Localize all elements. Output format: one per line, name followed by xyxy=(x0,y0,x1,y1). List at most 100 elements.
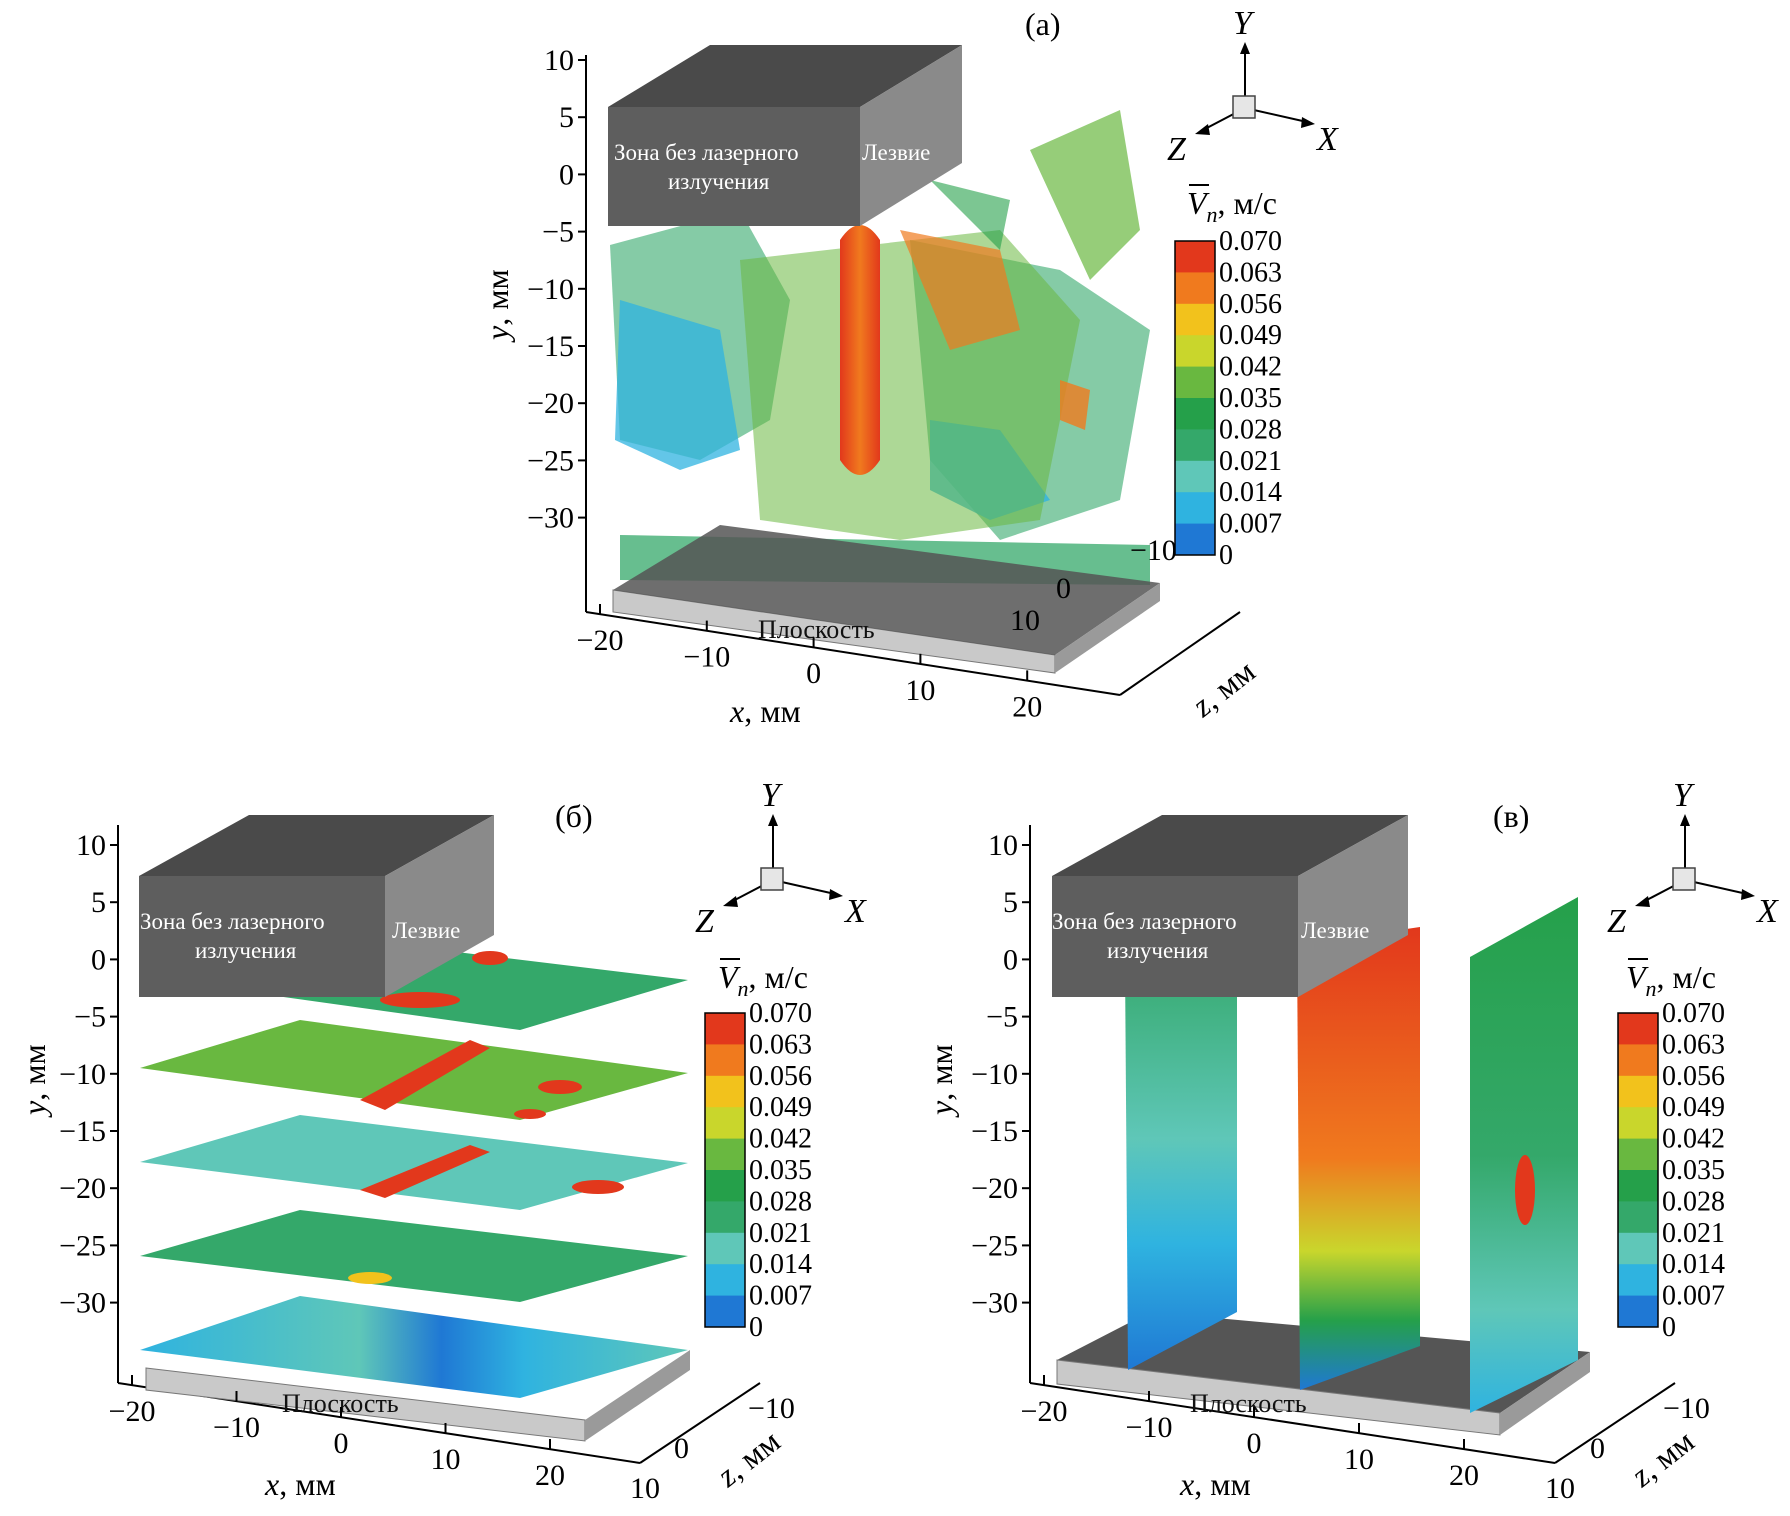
colorbar-tick-label: 0.056 xyxy=(1219,289,1282,320)
panel-a-colorbar: 0.0700.0630.0560.0490.0420.0350.0280.021… xyxy=(1174,226,1282,571)
panel-c-z-ticks: −10 0 10 xyxy=(1545,1392,1710,1505)
panel-a-box-label-2: излучения xyxy=(668,169,770,194)
panel-a-y-axis-label: y, мм xyxy=(479,269,515,343)
svg-text:z, мм: z, мм xyxy=(1623,1423,1700,1494)
panel-b-cb-sub: n xyxy=(738,976,749,1001)
x-tick-label: 20 xyxy=(535,1459,565,1492)
colorbar-swatch xyxy=(1618,1075,1658,1108)
panel-a-cb-unit: , м/с xyxy=(1218,185,1277,221)
panel-b-blade-label: Лезвие xyxy=(392,918,460,943)
colorbar-tick-label: 0 xyxy=(749,1312,763,1343)
y-tick-label: −10 xyxy=(527,273,574,306)
panel-a-cb-sub: n xyxy=(1207,202,1218,227)
colorbar-tick-label: 0.042 xyxy=(1662,1124,1725,1155)
panel-a-box-label-1: Зона без лазерного xyxy=(614,140,799,165)
panel-b-x-axis-label: x, мм xyxy=(264,1466,336,1502)
colorbar-swatch xyxy=(1175,366,1215,399)
panel-b: Плоскость Зона без лазерного излучения Л… xyxy=(16,777,867,1505)
x-tick-label: 10 xyxy=(431,1443,461,1476)
panel-a-triad-y: Y xyxy=(1233,5,1255,42)
panel-b-slice-4 xyxy=(140,1210,688,1302)
panel-c-x-ticks: −20 −10 0 10 20 xyxy=(1021,1375,1479,1492)
y-tick-label: −10 xyxy=(59,1058,106,1091)
colorbar-swatch xyxy=(705,1107,745,1140)
y-tick-label: −20 xyxy=(527,387,574,420)
panel-c-ylabel: y xyxy=(923,1100,959,1118)
panel-a-triad: Y X Z xyxy=(1167,5,1339,168)
y-tick-label: −30 xyxy=(59,1287,106,1320)
panel-b-plane xyxy=(145,1350,690,1442)
colorbar-tick-label: 0 xyxy=(1662,1312,1676,1343)
svg-text:y, мм: y, мм xyxy=(923,1044,959,1118)
colorbar-tick-label: 0.063 xyxy=(1662,1029,1725,1060)
x-tick-label: −20 xyxy=(1021,1395,1068,1428)
colorbar-swatch xyxy=(1618,1138,1658,1171)
colorbar-frame xyxy=(1617,1012,1659,1328)
y-tick-label: −25 xyxy=(59,1229,106,1262)
panel-a-y-ticks: 10 5 0 −5 −10 −15 −20 −25 −30 xyxy=(527,44,586,535)
panel-c-triad: Y X Z xyxy=(1607,777,1779,940)
colorbar-tick-label: 0.070 xyxy=(749,998,812,1029)
panel-a-x-axis-label: x, мм xyxy=(729,693,801,729)
colorbar-swatch xyxy=(705,1075,745,1108)
colorbar-tick-label: 0.049 xyxy=(749,1092,812,1123)
z-tick-label: −10 xyxy=(1130,534,1177,567)
y-tick-label: 5 xyxy=(91,886,106,919)
x-tick-label: 0 xyxy=(334,1427,349,1460)
y-tick-label: 0 xyxy=(91,943,106,976)
colorbar-swatch xyxy=(1618,1013,1658,1045)
panel-c-y-axis-label: y, мм xyxy=(923,1044,959,1118)
panel-b-blade-box xyxy=(139,815,494,997)
x-tick-label: 20 xyxy=(1012,690,1042,723)
x-tick-label: −20 xyxy=(109,1395,156,1428)
z-tick-label: 0 xyxy=(1590,1432,1605,1465)
panel-c-y-ticks: 10 5 0 −5 −10 −15 −20 −25 −30 xyxy=(971,829,1030,1320)
y-tick-label: −5 xyxy=(986,1001,1018,1034)
y-tick-label: −15 xyxy=(527,330,574,363)
colorbar-swatch xyxy=(1618,1044,1658,1077)
x-tick-label: −10 xyxy=(1126,1411,1173,1444)
colorbar-swatch xyxy=(1618,1232,1658,1265)
panel-c-slice-left xyxy=(1125,950,1237,1370)
panel-c-slice-middle xyxy=(1297,927,1420,1390)
panel-c-plane-label: Плоскость xyxy=(1190,1389,1307,1418)
panel-b-slices xyxy=(140,933,688,1398)
panel-c-triad-y: Y xyxy=(1673,777,1695,814)
panel-a-triad-z: Z xyxy=(1167,131,1187,168)
colorbar-swatch xyxy=(1618,1107,1658,1140)
y-tick-label: −20 xyxy=(971,1172,1018,1205)
x-tick-label: −20 xyxy=(577,624,624,657)
colorbar-tick-label: 0.070 xyxy=(1219,226,1282,257)
panel-b-triad-z: Z xyxy=(695,903,715,940)
colorbar-tick-label: 0.028 xyxy=(1219,414,1282,445)
colorbar-swatch xyxy=(1618,1295,1658,1328)
colorbar-swatch xyxy=(1175,429,1215,462)
panel-b-xunit: , мм xyxy=(279,1466,336,1502)
colorbar-tick-label: 0.014 xyxy=(1219,477,1282,508)
x-tick-label: 0 xyxy=(1247,1427,1262,1460)
colorbar-frame xyxy=(704,1012,746,1328)
x-tick-label: 10 xyxy=(905,674,935,707)
panel-b-triad-x: X xyxy=(843,893,867,930)
y-tick-label: 10 xyxy=(76,829,106,862)
panel-a-z-axis-label: z, мм xyxy=(1184,653,1261,724)
panel-a-colorbar-title: Vn, м/с xyxy=(1187,185,1277,227)
panel-b-cb-var: V xyxy=(718,959,741,995)
y-tick-label: −5 xyxy=(542,216,574,249)
panel-b-triad-y: Y xyxy=(761,777,783,814)
panel-a-x-ticks: −20 −10 0 10 20 xyxy=(577,604,1042,723)
z-tick-label: 10 xyxy=(1545,1472,1575,1505)
panel-b-z-ticks: −10 0 10 xyxy=(630,1392,795,1505)
panel-c-colorbar: 0.0700.0630.0560.0490.0420.0350.0280.021… xyxy=(1617,998,1725,1343)
panel-c-blade-box xyxy=(1052,815,1408,997)
colorbar-tick-label: 0.007 xyxy=(749,1281,812,1312)
colorbar-tick-label: 0.049 xyxy=(1662,1092,1725,1123)
svg-text:z, мм: z, мм xyxy=(1184,653,1261,724)
panel-c-slice-right xyxy=(1470,897,1578,1413)
colorbar-tick-label: 0.035 xyxy=(1662,1155,1725,1186)
colorbar-tick-label: 0.063 xyxy=(1219,257,1282,288)
y-tick-label: −20 xyxy=(59,1172,106,1205)
colorbar-swatch xyxy=(705,1013,745,1045)
colorbar-tick-label: 0.056 xyxy=(749,1061,812,1092)
